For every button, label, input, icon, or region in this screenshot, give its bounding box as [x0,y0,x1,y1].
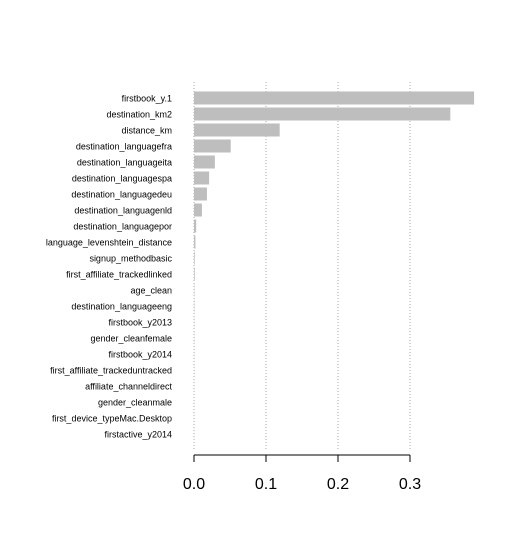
x-tick-label: 0.3 [399,476,421,493]
bar [194,171,210,185]
y-tick-label: destination_languagepor [73,221,172,231]
bar [194,139,231,153]
bar [194,187,207,201]
y-tick-label: destination_languagenld [74,205,172,215]
y-tick-label: destination_languagefra [76,141,172,151]
y-tick-label: firstbook_y2013 [108,317,172,327]
bar [194,123,280,137]
bar [194,203,202,217]
y-tick-label: gender_cleanfemale [90,333,172,343]
y-tick-label: gender_cleanmale [98,397,172,407]
y-tick-label: destination_km2 [106,109,172,119]
y-tick-label: first_affiliate_trackedlinked [66,269,172,279]
bar [194,251,195,265]
y-tick-label: destination_languageeng [71,301,172,311]
y-tick-label: age_clean [130,285,172,295]
bar [194,267,195,281]
y-tick-label: firstbook_y2014 [108,349,172,359]
bar [194,235,196,249]
y-tick-label: first_affiliate_trackeduntracked [50,365,172,375]
y-tick-label: firstactive_y2014 [104,429,172,439]
y-tick-label: firstbook_y.1 [122,93,172,103]
y-tick-label: language_levenshtein_distance [46,237,172,247]
bar [194,107,451,121]
x-tick-label: 0.0 [183,476,205,493]
bar [194,219,197,233]
y-tick-label: destination_languagespa [72,173,172,183]
x-tick-label: 0.2 [327,476,349,493]
y-tick-label: first_device_typeMac.Desktop [52,413,172,423]
y-tick-label: signup_methodbasic [89,253,172,263]
x-tick-label: 0.1 [255,476,277,493]
bar [194,155,215,169]
y-tick-label: affiliate_channeldirect [85,381,172,391]
y-tick-label: destination_languageita [77,157,172,167]
bar [194,91,475,105]
y-tick-label: distance_km [121,125,172,135]
y-tick-label: destination_languagedeu [71,189,172,199]
